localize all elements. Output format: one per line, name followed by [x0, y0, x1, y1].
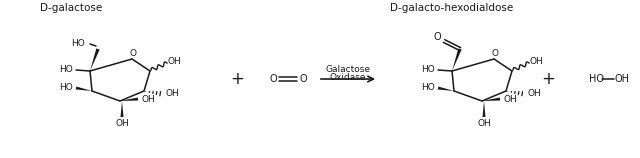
Text: OH: OH: [527, 89, 541, 98]
Text: Galactose: Galactose: [326, 64, 371, 73]
Text: OH: OH: [115, 119, 129, 128]
Polygon shape: [120, 97, 138, 101]
Text: +: +: [230, 70, 244, 88]
Text: Oxidase: Oxidase: [330, 73, 366, 82]
Polygon shape: [76, 87, 92, 91]
Text: OH: OH: [503, 94, 517, 103]
Polygon shape: [120, 101, 124, 117]
Text: O: O: [129, 49, 136, 58]
Text: OH: OH: [167, 58, 181, 67]
Text: OH: OH: [614, 74, 630, 84]
Polygon shape: [483, 101, 486, 117]
Text: OH: OH: [165, 89, 179, 98]
Text: O: O: [492, 49, 499, 58]
Polygon shape: [452, 48, 461, 71]
Polygon shape: [438, 87, 454, 91]
Text: O: O: [433, 32, 441, 42]
Text: HO: HO: [59, 83, 73, 92]
Text: D-galacto-hexodialdose: D-galacto-hexodialdose: [390, 3, 513, 13]
Text: OH: OH: [529, 58, 543, 67]
Text: OH: OH: [141, 94, 155, 103]
Text: HO: HO: [421, 83, 435, 92]
Text: HO: HO: [59, 66, 73, 75]
Polygon shape: [90, 48, 100, 71]
Text: O: O: [269, 74, 277, 84]
Text: D-galactose: D-galactose: [40, 3, 102, 13]
Text: HO: HO: [71, 39, 85, 48]
Text: OH: OH: [477, 119, 491, 128]
Text: +: +: [541, 70, 555, 88]
Text: HO: HO: [589, 74, 604, 84]
Text: HO: HO: [421, 66, 435, 75]
Text: O: O: [299, 74, 307, 84]
Polygon shape: [482, 97, 500, 101]
